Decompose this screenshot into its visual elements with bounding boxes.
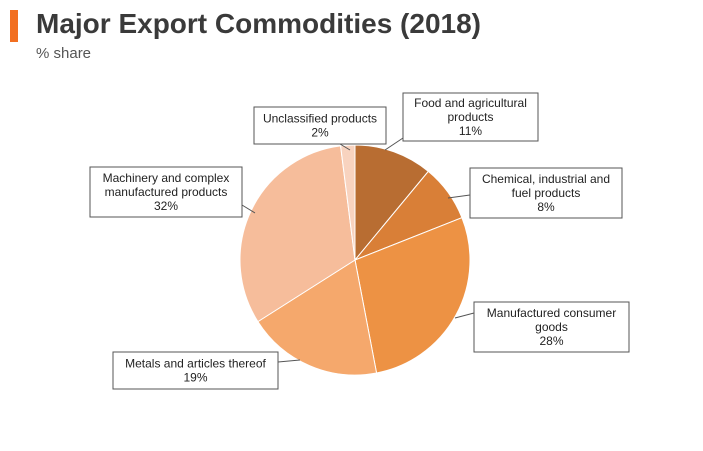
data-label-food-and-agricultural-products: Food and agricultural products 11%: [414, 96, 527, 138]
label-box-food-and-agricultural-products: [402, 92, 539, 142]
label-box-chemical-industrial-and-fuel-products: [469, 167, 623, 219]
chart-subtitle: % share: [36, 45, 92, 62]
data-label-manufactured-consumer-goods: Manufactured consumer goods 28%: [487, 306, 616, 348]
leader-line-unclassified-products: [339, 143, 351, 151]
label-box-manufactured-consumer-goods: [473, 301, 630, 353]
leader-line-chemical-industrial-and-fuel-products: [447, 194, 471, 199]
chart-title: Major Export Commodities (2018): [36, 8, 481, 39]
data-label-metals-and-articles-thereof: Metals and articles thereof 19%: [125, 357, 266, 385]
leader-line-food-and-agricultural-products: [384, 137, 404, 151]
label-box-unclassified-products: [253, 106, 387, 145]
label-box-machinery-and-complex-manufactured-products: [89, 166, 243, 218]
leader-line-metals-and-articles-thereof: [277, 359, 301, 363]
title-accent-bar: [10, 10, 18, 42]
data-label-unclassified-products: Unclassified products 2%: [263, 112, 377, 140]
pie-slice-food-and-agricultural-products: [354, 144, 430, 262]
pie-slice-unclassified-products: [340, 144, 356, 261]
leader-line-manufactured-consumer-goods: [454, 312, 475, 319]
leader-line-machinery-and-complex-manufactured-products: [241, 204, 256, 214]
label-box-metals-and-articles-thereof: [112, 351, 279, 390]
pie-slice-manufactured-consumer-goods: [354, 217, 471, 374]
pie-slice-metals-and-articles-thereof: [257, 259, 378, 376]
data-label-machinery-and-complex-manufactured-products: Machinery and complex manufactured produc…: [103, 171, 230, 213]
data-label-chemical-industrial-and-fuel-products: Chemical, industrial and fuel products 8%: [482, 172, 610, 214]
